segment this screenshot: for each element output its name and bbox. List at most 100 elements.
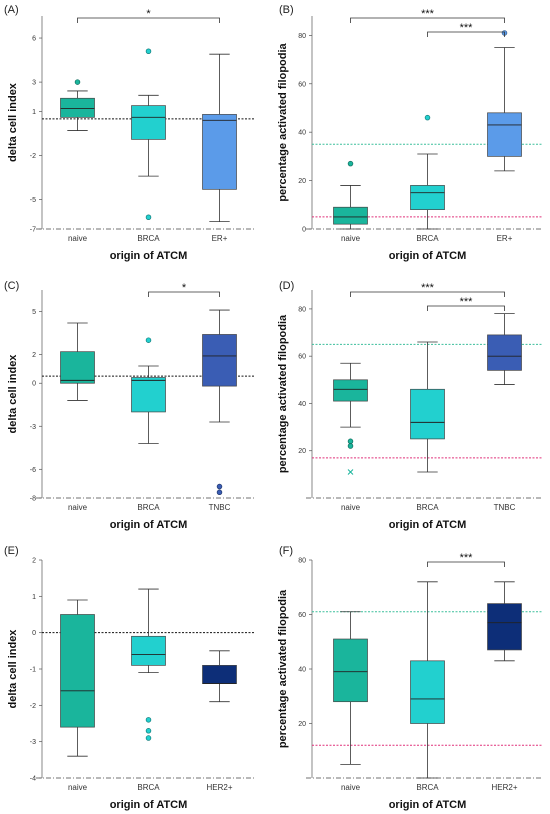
box-naive (333, 611, 368, 765)
chart-panel-f: (F) 80 60 40 20 naive BRCA HER2+ origin of ATCM p… (277, 545, 543, 811)
x-tick-label: BRCA (137, 783, 160, 792)
x-tick-label: TNBC (494, 503, 516, 512)
chart-panel-c: (C) 5 2 0 -3 -6 -8 naive BRCA TNBC origin of ATCM d… (4, 280, 255, 531)
x-tick-label: naive (68, 234, 88, 243)
panel-label: (F) (279, 545, 293, 557)
y-tick-label: -5 (30, 197, 36, 204)
y-tick-label: -8 (30, 496, 36, 503)
significance-bracket: *** (427, 296, 505, 311)
y-tick-label: -2 (30, 703, 36, 710)
chart-panel-b: (B) 80 60 40 20 0 naive BRCA ER+ origin of ATCM pe… (277, 4, 543, 262)
chart-panel-e: (E) 2 1 0 -1 -2 -3 -4 naive BRCA HER2+ origin of AT… (4, 545, 255, 811)
box-body (60, 614, 95, 728)
y-tick-label: 40 (298, 401, 306, 408)
bracket-line (350, 17, 505, 23)
box-naive (60, 79, 95, 131)
y-tick-label: -3 (30, 739, 36, 746)
x-axis-title: origin of ATCM (389, 799, 467, 811)
y-tick-label: 1 (32, 594, 36, 601)
y-axis-title: delta cell index (7, 629, 19, 709)
box-body (487, 112, 522, 157)
outlier-point (424, 114, 431, 121)
box-brca (131, 48, 166, 220)
x-tick-label: ER+ (212, 234, 228, 243)
significance-bracket: *** (350, 282, 505, 297)
x-tick-label: TNBC (209, 503, 231, 512)
y-tick-label: 5 (32, 309, 36, 316)
y-tick-label: 2 (32, 558, 36, 565)
significance-label: * (146, 8, 151, 20)
bracket-line (77, 17, 220, 23)
x-axis-title: origin of ATCM (110, 250, 188, 262)
y-tick-label: 2 (32, 352, 36, 359)
y-axis-title: percentage activated filopodia (277, 589, 289, 748)
box-brca (131, 588, 166, 741)
x-tick-label: BRCA (416, 234, 439, 243)
box-naive (60, 322, 95, 401)
y-tick-label: 6 (32, 36, 36, 43)
x-tick-label: BRCA (137, 503, 160, 512)
x-tick-label: HER2+ (491, 783, 517, 792)
panel-label: (C) (4, 280, 19, 292)
significance-label: *** (460, 552, 474, 564)
box-body (333, 638, 368, 703)
box-brca (410, 341, 445, 473)
y-tick-label: 0 (32, 381, 36, 388)
box-tnbc (487, 313, 522, 385)
significance-label: * (182, 282, 187, 294)
box-body (333, 379, 368, 402)
x-tick-label: ER+ (497, 234, 513, 243)
significance-bracket: * (77, 8, 220, 23)
y-tick-label: 40 (298, 130, 306, 137)
significance-bracket: *** (350, 8, 505, 23)
x-axis-title: origin of ATCM (389, 519, 467, 531)
box-body (131, 377, 166, 413)
significance-bracket: *** (427, 552, 505, 567)
outlier-point (347, 438, 354, 445)
y-tick-label: 20 (298, 178, 306, 185)
y-axis-title: delta cell index (7, 354, 19, 434)
y-tick-label: -3 (30, 424, 36, 431)
box-body (333, 206, 368, 225)
y-tick-label: 0 (32, 630, 36, 637)
x-tick-label: BRCA (416, 503, 439, 512)
y-tick-label: 80 (298, 306, 306, 313)
significance-bracket: * (148, 282, 220, 297)
bracket-line (148, 291, 220, 297)
y-tick-label: 40 (298, 667, 306, 674)
outlier-point (145, 735, 152, 741)
box-er- (487, 30, 522, 172)
outlier-cross (347, 469, 354, 475)
outlier-point (216, 489, 223, 496)
outlier-point (145, 337, 152, 343)
bracket-line (350, 291, 505, 297)
y-tick-label: 80 (298, 33, 306, 40)
panel-label: (B) (279, 4, 294, 16)
x-axis-title: origin of ATCM (389, 250, 467, 262)
outlier-point (145, 717, 152, 723)
box-body (410, 660, 445, 724)
box-body (487, 603, 522, 651)
y-tick-label: 60 (298, 354, 306, 361)
box-brca (410, 114, 445, 230)
x-tick-label: naive (68, 503, 88, 512)
box-body (487, 334, 522, 371)
outlier-point (74, 79, 81, 85)
outlier-point (347, 160, 354, 167)
y-tick-label: 3 (32, 80, 36, 87)
box-body (202, 665, 237, 684)
box-body (60, 97, 95, 118)
box-naive (333, 160, 368, 230)
bracket-line (427, 561, 505, 567)
y-tick-label: -2 (30, 153, 36, 160)
x-tick-label: naive (341, 503, 361, 512)
significance-label: *** (421, 8, 435, 20)
panel-label: (E) (4, 545, 19, 557)
x-axis-title: origin of ATCM (110, 519, 188, 531)
y-tick-label: -6 (30, 467, 36, 474)
panel-label: (D) (279, 280, 294, 292)
significance-label: *** (460, 296, 474, 308)
box-brca (410, 581, 445, 779)
y-tick-label: -1 (30, 667, 36, 674)
y-axis-title: percentage activated filopodia (277, 42, 289, 201)
